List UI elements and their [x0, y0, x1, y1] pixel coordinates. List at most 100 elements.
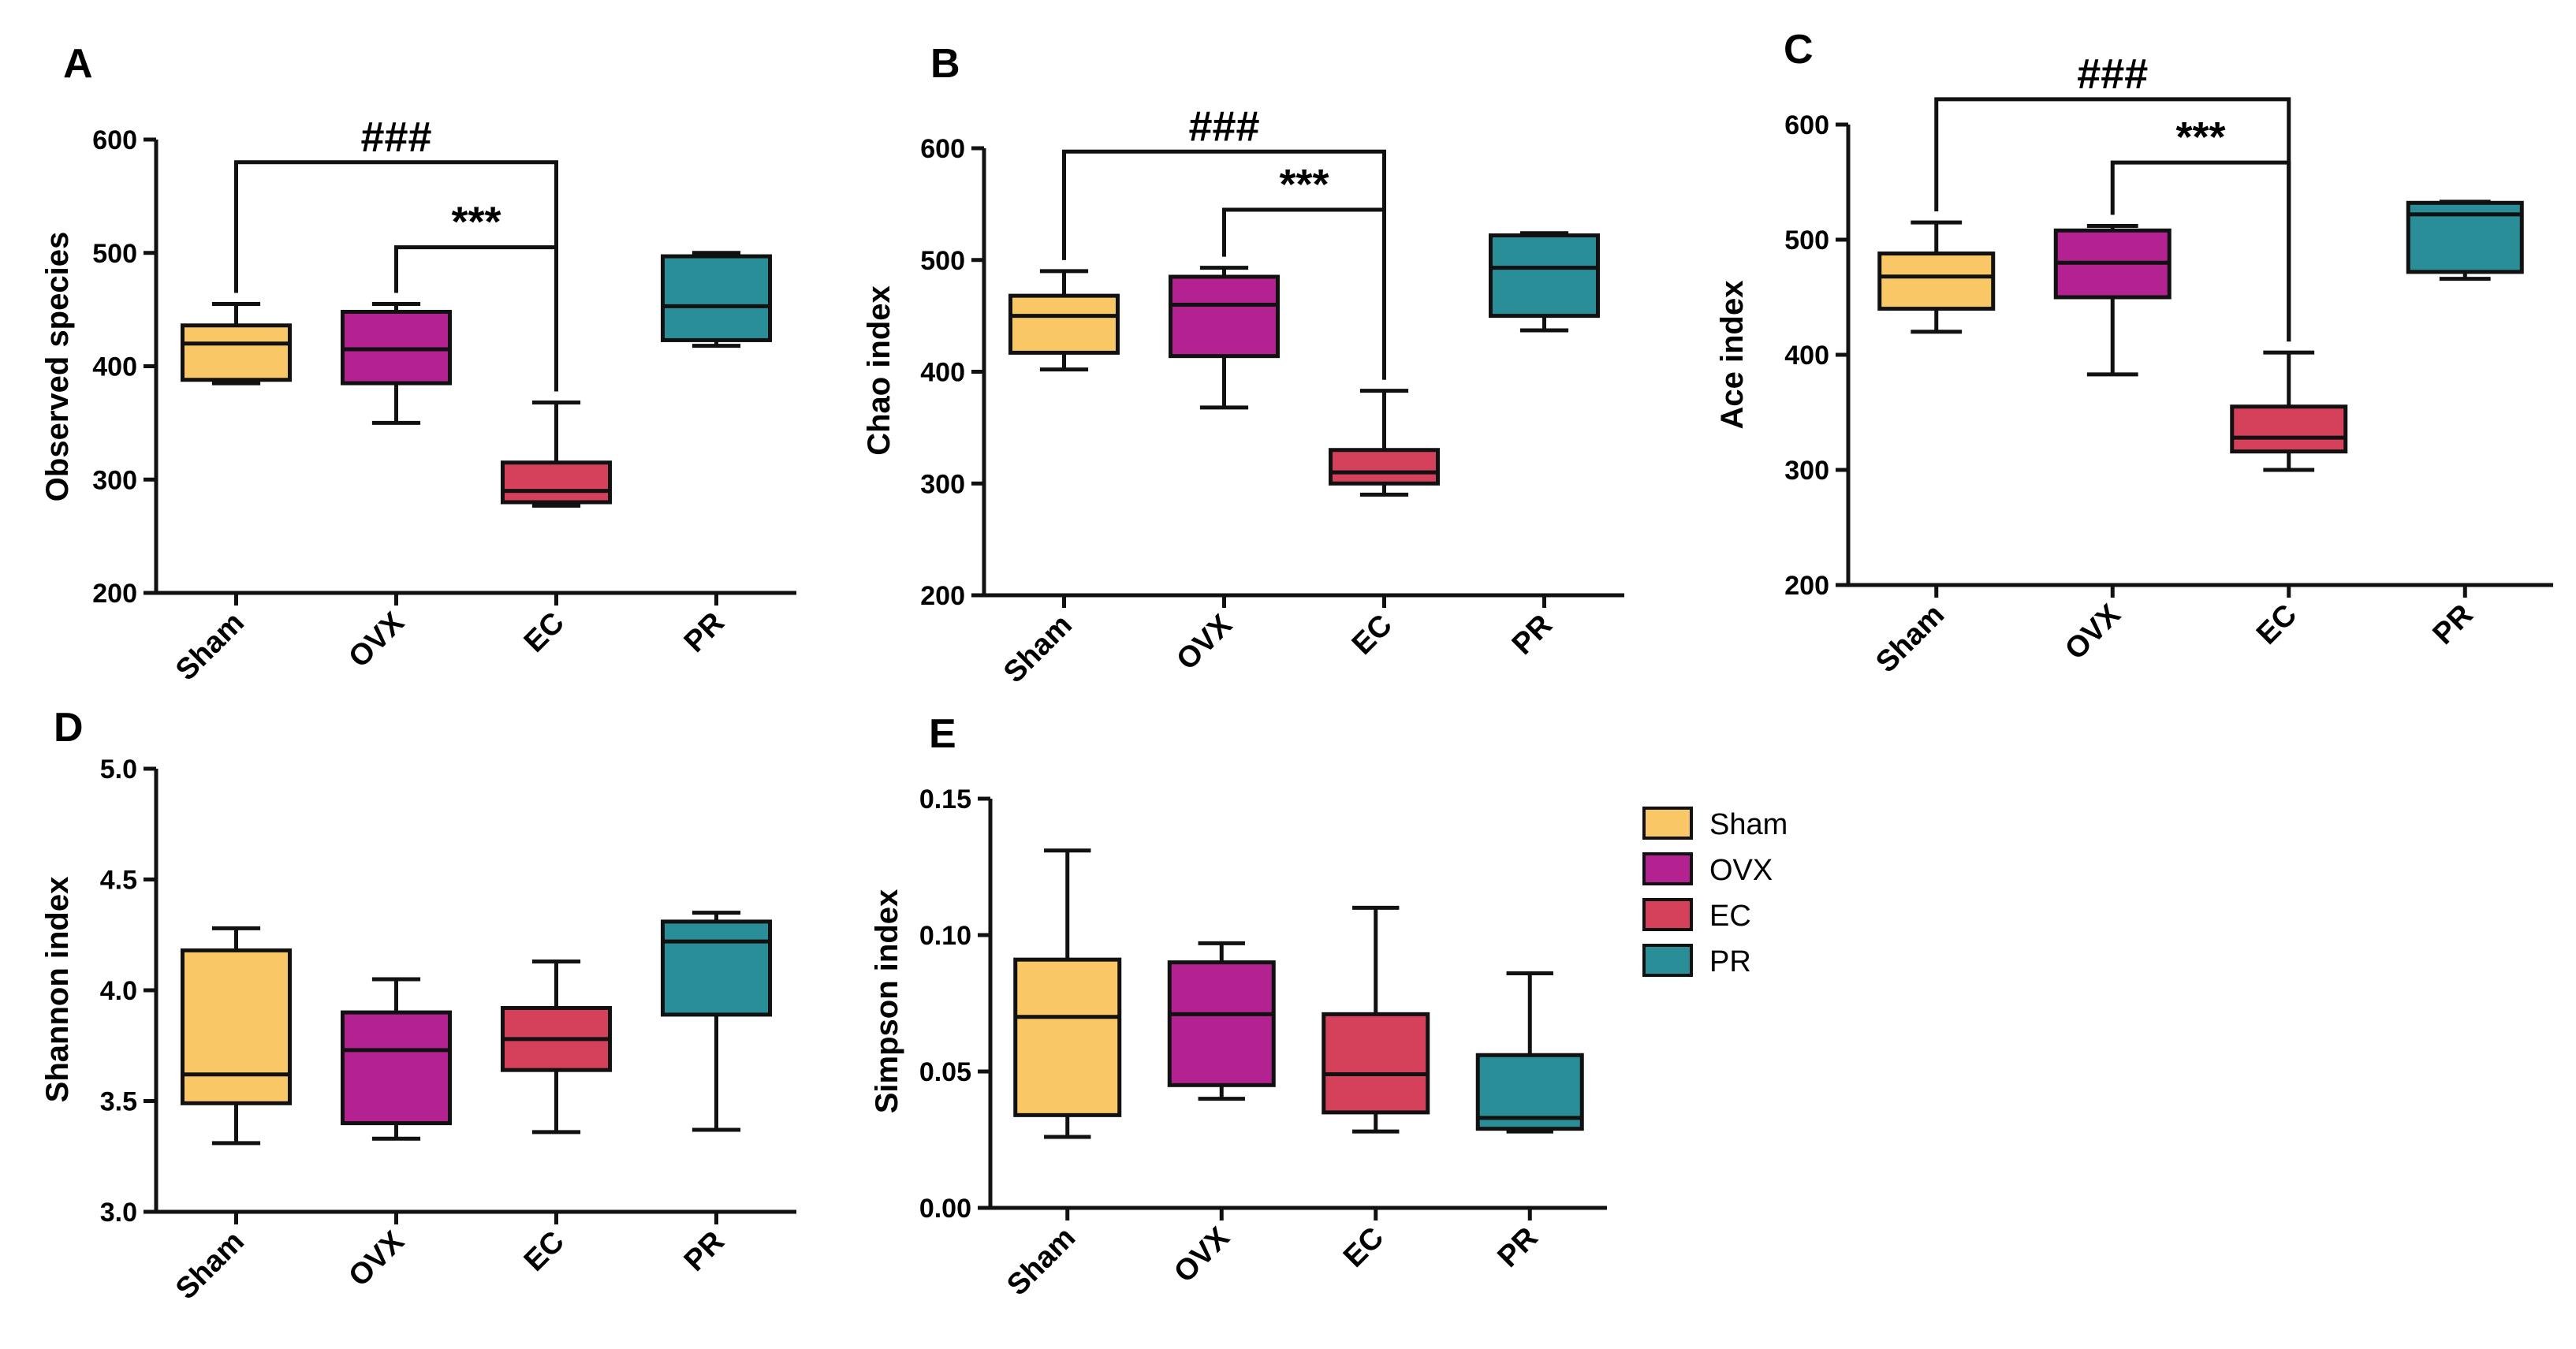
box-ec — [501, 959, 612, 1135]
box-ec — [2230, 350, 2348, 472]
y-axis-label-b: Chao index — [862, 285, 897, 456]
box-ovx — [2053, 223, 2172, 377]
y-tick-label: 200 — [920, 581, 965, 611]
box-body — [1013, 957, 1122, 1117]
x-tick-label-ec: EC — [2250, 598, 2303, 651]
box-body — [181, 323, 292, 382]
x-tick-label-sham: Sham — [1001, 1221, 1082, 1302]
x-tick-label-pr: PR — [678, 1225, 731, 1278]
significance-bracket: *** — [394, 199, 558, 392]
box-body — [1167, 960, 1276, 1087]
y-tick-label: 0.10 — [919, 921, 971, 951]
x-tick-label-ovx: OVX — [1170, 608, 1239, 676]
legend-swatch-ovx — [1642, 852, 1693, 885]
bracket-line — [1222, 207, 1386, 380]
box-body — [1329, 448, 1440, 486]
box-body — [181, 948, 292, 1105]
legend-swatch-pr — [1642, 944, 1693, 977]
significance-label: *** — [1279, 161, 1329, 208]
y-tick-label: 400 — [920, 358, 965, 388]
y-tick-label: 600 — [920, 134, 965, 164]
x-tick-label-pr: PR — [1492, 1221, 1545, 1274]
boxplot-d-shannon-index: 3.0 3.5 4.0 4.5 5.0 Sham OVX EC PR — [100, 755, 796, 1306]
box-sham — [1008, 269, 1120, 372]
box-body — [1169, 274, 1280, 359]
x-tick-label-sham: Sham — [1870, 598, 1951, 680]
box-ovx — [341, 301, 452, 425]
y-tick-label: 300 — [1784, 456, 1829, 486]
x-tick-label-sham: Sham — [170, 606, 251, 688]
box-ovx — [1167, 941, 1276, 1101]
y-axis-label-e: Simpson index — [870, 889, 904, 1114]
panel-letter-a: A — [63, 41, 93, 87]
box-body — [1008, 293, 1120, 355]
box-pr — [2406, 199, 2524, 281]
x-tick-label-ovx: OVX — [342, 606, 411, 674]
y-tick-label: 300 — [92, 465, 137, 495]
y-tick-label: 500 — [1784, 225, 1829, 255]
x-tick-label-ec: EC — [1346, 609, 1399, 661]
y-axis-label-c: Ace index — [1715, 281, 1750, 430]
y-axis-label-d: Shannon index — [40, 877, 75, 1103]
box-body — [1877, 252, 1996, 311]
y-tick-label: 400 — [1784, 341, 1829, 371]
bracket-line — [394, 245, 558, 392]
y-tick-label: 500 — [920, 246, 965, 276]
legend-label-ovx: OVX — [1709, 854, 1773, 887]
y-tick-label: 600 — [1784, 110, 1829, 140]
x-tick-label-ovx: OVX — [1168, 1220, 1236, 1289]
box-body — [661, 254, 772, 342]
box-ec — [1329, 389, 1440, 497]
significance-label: *** — [451, 199, 501, 246]
panel-letter-d: D — [54, 705, 84, 751]
box-sham — [1877, 220, 1996, 334]
y-tick-label: 600 — [92, 125, 137, 155]
y-tick-label: 4.0 — [100, 976, 137, 1006]
box-body — [661, 919, 772, 1017]
significance-bracket: *** — [2110, 114, 2291, 342]
legend-label-sham: Sham — [1709, 808, 1788, 841]
panel-letter-b: B — [930, 41, 960, 87]
legend: Sham OVX EC PR — [1642, 807, 1788, 978]
x-tick-label-ovx: OVX — [2059, 598, 2127, 666]
boxplot-a-observed-species: 200 300 400 500 600 Sham OVX EC PR ### *** — [92, 114, 796, 688]
box-body — [2230, 404, 2348, 454]
y-tick-label: 500 — [92, 239, 137, 269]
box-ovx — [341, 977, 452, 1141]
x-tick-label-ovx: OVX — [342, 1224, 411, 1293]
y-tick-label: 3.0 — [100, 1198, 137, 1228]
x-tick-label-pr: PR — [678, 606, 731, 659]
y-tick-label: 400 — [92, 352, 137, 382]
legend-label-pr: PR — [1709, 945, 1751, 978]
bracket-line — [2110, 160, 2291, 342]
x-tick-label-ec: EC — [518, 606, 571, 659]
box-body — [1489, 233, 1600, 319]
x-tick-label-pr: PR — [2427, 598, 2480, 651]
y-tick-label: 3.5 — [100, 1087, 137, 1117]
box-sham — [181, 926, 292, 1146]
box-pr — [1489, 231, 1600, 333]
boxplot-b-chao-index: 200 300 400 500 600 Sham OVX EC PR ### *** — [920, 102, 1624, 690]
box-pr — [661, 911, 772, 1132]
box-pr — [1475, 971, 1584, 1134]
x-tick-label-sham: Sham — [170, 1225, 251, 1306]
significance-label: *** — [2175, 114, 2225, 161]
significance-label: ### — [360, 114, 431, 161]
box-body — [1322, 1012, 1430, 1115]
legend-swatch-sham — [1642, 807, 1693, 840]
box-ovx — [1169, 266, 1280, 410]
legend-swatch-ec — [1642, 898, 1693, 931]
y-tick-label: 200 — [1784, 571, 1829, 601]
x-tick-label-sham: Sham — [997, 609, 1079, 690]
box-ec — [1322, 905, 1430, 1134]
box-ec — [501, 401, 612, 508]
box-pr — [661, 251, 772, 348]
significance-label: ### — [2077, 50, 2148, 98]
significance-label: ### — [1188, 102, 1259, 150]
box-sham — [181, 301, 292, 386]
panel-letter-c: C — [1784, 27, 1814, 73]
y-axis-label-a: Observed species — [40, 232, 75, 501]
box-body — [501, 460, 612, 505]
box-sham — [1013, 848, 1122, 1139]
